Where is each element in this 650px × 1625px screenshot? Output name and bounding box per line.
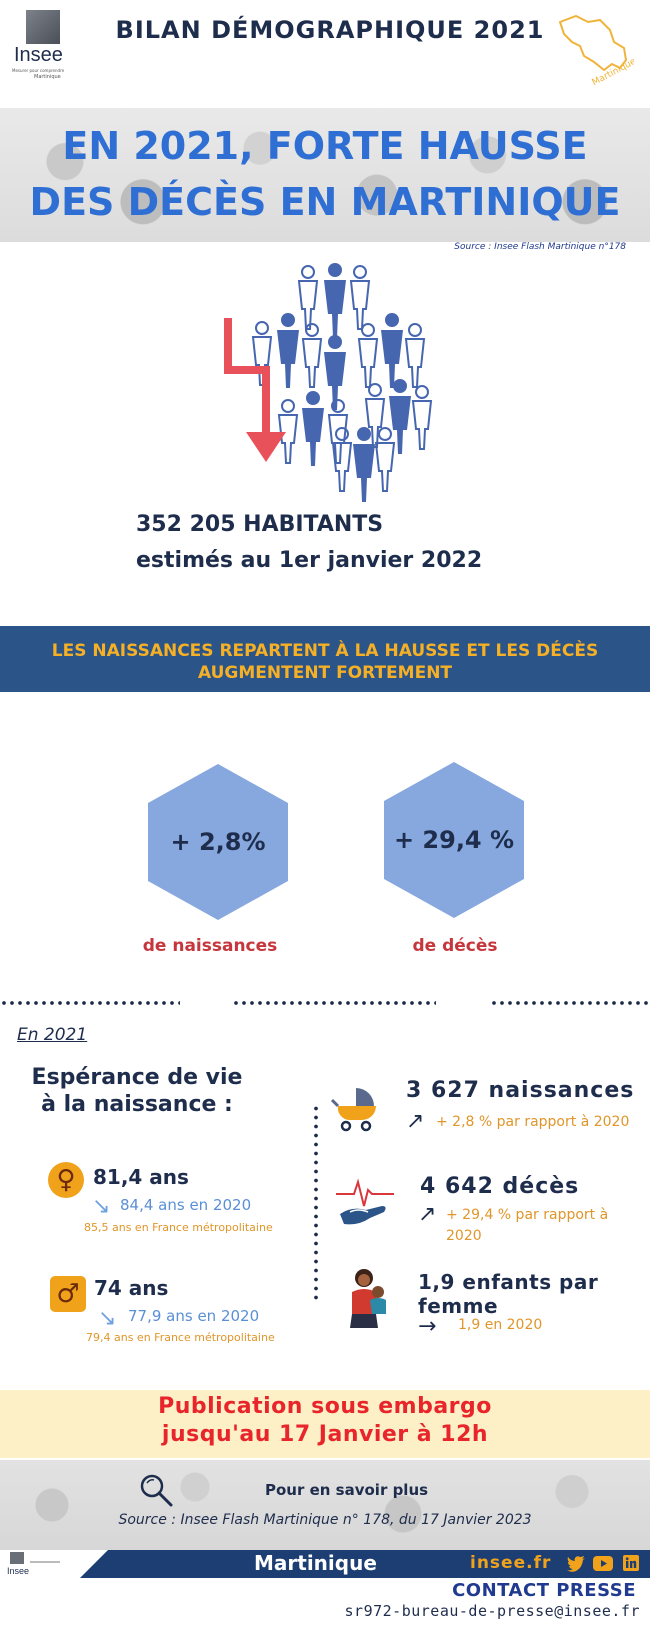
stroller-icon bbox=[330, 1088, 376, 1132]
youtube-icon[interactable] bbox=[593, 1556, 613, 1571]
heartbeat-hand-icon bbox=[336, 1178, 394, 1225]
births-change-hexagon: + 2,8% bbox=[148, 764, 288, 920]
logo-word: Insee bbox=[14, 44, 63, 66]
hero-source: Source : Insee Flash Martinique n°178 bbox=[454, 242, 626, 252]
embargo-line-2: jusqu'au 17 Janvier à 12h bbox=[161, 1422, 489, 1447]
year-label: En 2021 bbox=[17, 1025, 88, 1045]
more-info-banner bbox=[0, 1460, 650, 1550]
hero-banner bbox=[0, 108, 650, 242]
life-expectancy-title: Espérance de vie à la naissance : bbox=[31, 1065, 243, 1117]
more-info-source: Source : Insee Flash Martinique n° 178, … bbox=[118, 1512, 532, 1528]
births-count: 3 627 naissances bbox=[406, 1078, 635, 1103]
male-icon: ♂ bbox=[50, 1276, 86, 1312]
dotted-divider bbox=[490, 1001, 650, 1005]
embargo-banner bbox=[0, 1390, 650, 1458]
embargo-line-1: Publication sous embargo bbox=[158, 1394, 492, 1419]
header bbox=[0, 0, 650, 108]
map-label: Martinique bbox=[591, 57, 634, 89]
arrow-down-icon: ↘ bbox=[98, 1306, 117, 1331]
logo-mark bbox=[26, 10, 60, 44]
arrow-right-icon: → bbox=[418, 1314, 437, 1339]
vertical-dotted-divider bbox=[314, 1104, 318, 1302]
logo-region: Martinique bbox=[34, 74, 61, 80]
magnifier-icon bbox=[140, 1474, 173, 1507]
births-change-label: de naissances bbox=[142, 936, 278, 956]
female-france-value: 85,5 ans en France métropolitaine bbox=[84, 1221, 273, 1234]
linkedin-icon[interactable] bbox=[623, 1555, 639, 1571]
male-life-expectancy: 74 ans bbox=[94, 1276, 169, 1300]
deaths-count: 4 642 décès bbox=[420, 1174, 580, 1199]
deaths-change-hexagon: + 29,4 % bbox=[384, 762, 524, 918]
arrow-up-icon: ↗ bbox=[406, 1109, 425, 1134]
births-change-text: + 2,8 % par rapport à 2020 bbox=[436, 1114, 630, 1130]
footer-navy-bar bbox=[80, 1550, 650, 1578]
contact-email-link[interactable]: sr972-bureau-de-presse@insee.fr bbox=[344, 1602, 640, 1620]
female-previous-year: 84,4 ans en 2020 bbox=[120, 1196, 252, 1214]
fertility-previous-year: 1,9 en 2020 bbox=[458, 1317, 543, 1333]
dotted-divider bbox=[0, 1001, 180, 1005]
male-previous-year: 77,9 ans en 2020 bbox=[128, 1307, 260, 1325]
page-title: BILAN DÉMOGRAPHIQUE 2021 bbox=[115, 16, 545, 44]
arrow-up-icon: ↗ bbox=[418, 1202, 437, 1227]
hero-title: EN 2021, FORTE HAUSSE DES DÉCÈS EN MARTI… bbox=[29, 124, 621, 224]
population-subtitle: estimés au 1er janvier 2022 bbox=[136, 548, 483, 573]
insee-footer-logo[interactable]: Insee bbox=[6, 1552, 76, 1576]
section-band-text: LES NAISSANCES REPARTENT À LA HAUSSE ET … bbox=[51, 641, 599, 683]
mother-child-icon bbox=[350, 1269, 386, 1328]
deaths-change-label: de décès bbox=[412, 936, 498, 956]
footer-logo-word: Insee bbox=[7, 1566, 29, 1576]
male-france-value: 79,4 ans en France métropolitaine bbox=[86, 1331, 275, 1344]
population-decline-icon bbox=[224, 263, 433, 502]
dotted-divider bbox=[232, 1001, 436, 1005]
logo-tagline: Mesurer pour comprendre bbox=[12, 68, 65, 73]
martinique-map-icon: Martinique bbox=[558, 14, 634, 89]
insee-site-link[interactable]: insee.fr bbox=[470, 1553, 552, 1573]
deaths-change-text: + 29,4 % par rapport à 2020 bbox=[446, 1207, 609, 1244]
arrow-down-icon: ↘ bbox=[92, 1194, 111, 1219]
insee-logo[interactable]: Insee Mesurer pour comprendre Martinique bbox=[12, 10, 70, 80]
section-band bbox=[0, 626, 650, 692]
twitter-icon[interactable] bbox=[567, 1556, 585, 1572]
footer-region: Martinique bbox=[254, 1551, 377, 1575]
population-value: 352 205 HABITANTS bbox=[136, 512, 384, 537]
fertility-value: 1,9 enfants par femme bbox=[418, 1270, 599, 1318]
embargo-text: Publication sous embargo jusqu'au 17 Jan… bbox=[20, 1393, 630, 1449]
female-life-expectancy: 81,4 ans bbox=[93, 1165, 189, 1189]
contact-title: CONTACT PRESSE bbox=[452, 1580, 636, 1601]
more-info-link[interactable]: Pour en savoir plus bbox=[265, 1481, 429, 1499]
female-icon: ♀ bbox=[48, 1162, 84, 1198]
